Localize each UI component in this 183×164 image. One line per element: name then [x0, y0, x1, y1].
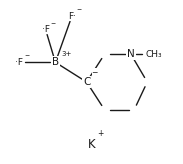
Text: F·: F·: [68, 12, 76, 21]
Text: B: B: [52, 57, 59, 67]
Text: −: −: [50, 20, 55, 25]
Text: +: +: [97, 129, 104, 138]
Text: ·F: ·F: [42, 25, 50, 34]
Text: −: −: [92, 68, 98, 77]
Text: −: −: [24, 53, 29, 58]
Text: N: N: [127, 49, 135, 59]
Text: −: −: [77, 7, 82, 12]
Text: 3+: 3+: [62, 51, 72, 57]
Text: ·F: ·F: [15, 58, 23, 67]
Text: CH₃: CH₃: [145, 50, 162, 59]
Text: C: C: [83, 77, 90, 87]
Text: K: K: [88, 138, 95, 151]
